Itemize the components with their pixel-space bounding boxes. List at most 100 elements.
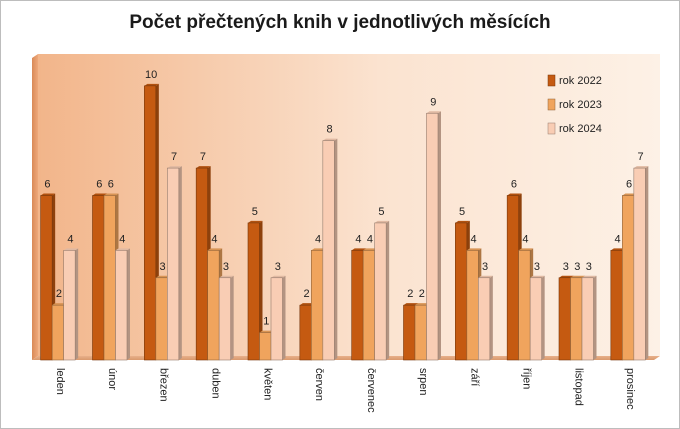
bar-side (438, 111, 441, 360)
bar (322, 140, 335, 361)
bar (518, 250, 531, 361)
x-tick-label: červenec (365, 368, 377, 413)
bar (63, 250, 76, 361)
bar-side (593, 275, 597, 360)
bar-top (207, 248, 223, 251)
legend-swatch (547, 122, 556, 135)
bar-top (426, 111, 441, 114)
data-label: 6 (626, 179, 632, 191)
plot-back-wall (38, 54, 660, 356)
bar (195, 167, 208, 361)
data-label: 3 (574, 261, 580, 273)
bar-top (271, 275, 286, 278)
bar-top (144, 83, 159, 86)
bar (529, 277, 542, 361)
bar-top (92, 193, 107, 196)
bar-top (403, 303, 418, 306)
x-tick-label: leden (54, 368, 66, 395)
bar-top (311, 248, 326, 251)
plot-side-wall (32, 54, 38, 360)
data-label: 4 (355, 233, 361, 245)
x-tick-label: květen (261, 368, 273, 400)
bar-top (530, 275, 545, 278)
data-label: 4 (119, 233, 125, 245)
data-label: 3 (586, 261, 592, 273)
data-label: 4 (522, 233, 528, 245)
data-label: 3 (482, 261, 488, 273)
bar-top (63, 248, 79, 251)
bar (155, 277, 168, 361)
data-label: 7 (638, 151, 644, 163)
bar-top (167, 166, 182, 169)
bar-top (582, 275, 597, 278)
bar (570, 277, 583, 361)
bar (633, 167, 646, 361)
bar (622, 195, 635, 361)
bar (144, 85, 157, 361)
plot-floor (32, 356, 660, 360)
bar (92, 195, 105, 361)
bar (115, 250, 128, 361)
x-tick-label: únor (106, 368, 118, 390)
bar (414, 304, 427, 361)
bar-side (645, 166, 649, 360)
data-label: 4 (67, 233, 73, 245)
bar-top (518, 248, 534, 251)
bar (299, 304, 312, 361)
data-label: 7 (171, 151, 177, 163)
legend-swatch (547, 74, 556, 87)
bar-top (259, 330, 274, 333)
data-label: 10 (145, 69, 157, 81)
bar-top (52, 303, 67, 306)
bar (374, 222, 387, 361)
bar (403, 304, 416, 361)
x-tick-label: listopad (572, 368, 584, 406)
bar-side (127, 248, 130, 360)
bar (426, 112, 439, 361)
legend-label: rok 2024 (559, 123, 602, 135)
bar-top (478, 275, 493, 278)
data-label: 4 (471, 233, 477, 245)
bar-top (466, 248, 482, 251)
bar-top (374, 220, 390, 223)
bar-top (570, 275, 585, 278)
bar-top (299, 303, 315, 306)
bar-top (507, 193, 522, 196)
bar-top (363, 248, 378, 251)
bar-side (259, 220, 263, 360)
bar-side (282, 275, 286, 360)
bar (259, 332, 272, 361)
x-tick-label: září (469, 368, 481, 386)
bar (478, 277, 491, 361)
data-label: 6 (44, 179, 50, 191)
bar (351, 250, 364, 361)
bar-top (40, 193, 56, 196)
bar (167, 167, 180, 361)
x-tick-label: duben (210, 368, 222, 399)
bar (270, 277, 283, 361)
bar-side (489, 275, 493, 360)
data-label: 3 (275, 261, 281, 273)
bar (466, 250, 479, 361)
bar-side (541, 275, 545, 360)
data-label: 2 (56, 288, 62, 300)
bar (218, 277, 231, 361)
bar-side (334, 138, 338, 360)
bar-top (633, 166, 649, 169)
legend-label: rok 2022 (559, 75, 602, 87)
data-label: 6 (96, 179, 102, 191)
bar-top (104, 193, 119, 196)
bar (40, 195, 53, 361)
bar (247, 222, 260, 361)
bar-side (230, 275, 234, 360)
data-label: 5 (252, 206, 258, 218)
bar-top (248, 220, 263, 223)
data-label: 6 (511, 179, 517, 191)
bar (103, 195, 116, 361)
bar-top (622, 193, 637, 196)
x-tick-label: prosinec (624, 368, 636, 410)
bar (558, 277, 571, 361)
bar-side (178, 166, 182, 360)
data-label: 4 (211, 233, 217, 245)
